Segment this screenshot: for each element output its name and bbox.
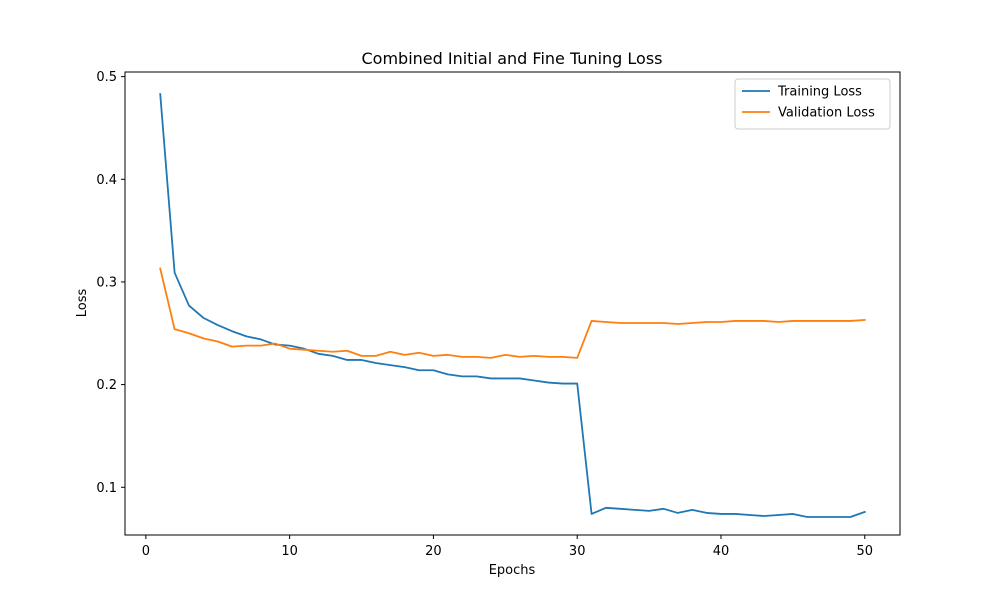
legend-box xyxy=(734,78,891,130)
x-axis-label: Epochs xyxy=(489,563,536,578)
training-loss-legend-label: Training Loss xyxy=(777,85,862,100)
legend: Training Loss Validation Loss xyxy=(734,78,891,130)
y-tick-label: 0.3 xyxy=(96,275,117,290)
chart-title: Combined Initial and Fine Tuning Loss xyxy=(361,49,662,68)
y-tick-label: 0.5 xyxy=(96,70,117,85)
y-axis-label: Loss xyxy=(75,289,90,318)
x-tick-label: 30 xyxy=(569,544,586,559)
training-loss-line xyxy=(159,93,866,518)
axes-frame xyxy=(124,71,901,536)
x-tick-label: 20 xyxy=(425,544,442,559)
y-tick-label: 0.4 xyxy=(96,173,117,188)
plot-area: 0 10 20 30 40 50 0.1 0.2 0.3 0.4 0.5 xyxy=(96,70,901,559)
validation-loss-legend-label: Validation Loss xyxy=(778,106,875,121)
validation-loss-line xyxy=(159,267,866,359)
y-tick-label: 0.2 xyxy=(96,378,117,393)
x-tick-label: 0 xyxy=(142,544,150,559)
x-tick-label: 10 xyxy=(281,544,298,559)
y-tick-label: 0.1 xyxy=(96,481,117,496)
x-tick-label: 40 xyxy=(713,544,730,559)
x-tick-label: 50 xyxy=(856,544,873,559)
